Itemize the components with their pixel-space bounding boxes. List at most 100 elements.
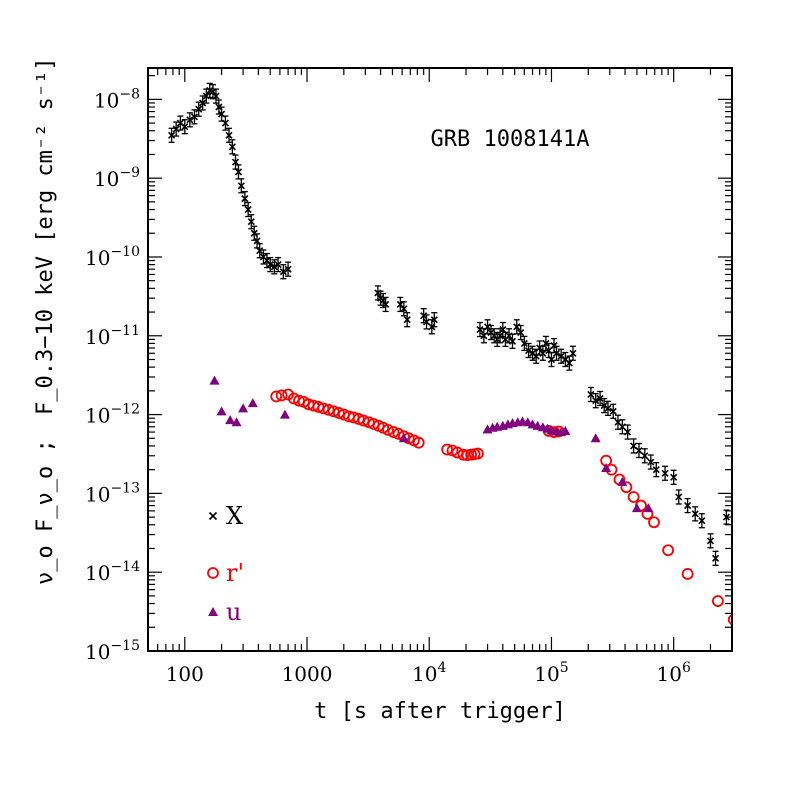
data-point: [711, 550, 720, 566]
data-point: [221, 115, 229, 131]
data-point: [493, 331, 501, 348]
data-point: [270, 259, 278, 275]
data-point: [172, 121, 180, 137]
x-tick-label: 106: [656, 660, 690, 686]
data-point: [517, 324, 525, 341]
data-point: [609, 403, 617, 419]
y-axis-title-right: F_0.3−10 keV [erg cm⁻² s⁻¹]: [33, 57, 58, 415]
y-axis-tick-labels: 10−8 10−9 10−10 10−11 10−12 10−13 10−14 10−15: [85, 86, 140, 664]
data-point: [624, 424, 632, 440]
data-point: [244, 201, 252, 218]
data-point: [620, 481, 633, 494]
x-tick-label: 104: [412, 660, 446, 686]
data-point: [212, 88, 220, 104]
data-point: [487, 324, 495, 341]
data-point: [539, 345, 547, 361]
data-point: [237, 178, 245, 194]
data-point: [190, 109, 199, 125]
data-point: [592, 393, 600, 409]
data-point: [181, 119, 189, 135]
y-tick-label: 10−12: [85, 402, 140, 428]
data-point: [420, 308, 428, 324]
legend-label: u: [226, 598, 241, 626]
data-point: [601, 462, 612, 472]
data-point: [209, 375, 220, 385]
data-point: [347, 411, 360, 424]
data-point: [382, 423, 394, 436]
legend-item: u: [208, 598, 241, 626]
data-point: [400, 301, 408, 317]
data-point: [332, 407, 345, 419]
data-point: [231, 417, 242, 427]
data-point: [382, 296, 390, 313]
data-point: [587, 386, 595, 403]
data-point: [532, 348, 540, 364]
data-point: [253, 233, 261, 249]
y-axis-title-left: ν_o F_ν_o ;: [33, 439, 58, 585]
data-point: [247, 398, 258, 408]
data-point: [698, 513, 706, 529]
data-series: [168, 82, 732, 626]
data-point: [662, 544, 674, 557]
legend: Xr' u: [207, 502, 244, 626]
data-point: [635, 442, 643, 459]
data-point: [225, 127, 233, 143]
data-point: [561, 351, 569, 368]
data-point: [266, 256, 274, 273]
legend-item: r': [207, 559, 244, 587]
data-point: [727, 614, 732, 626]
data-point: [565, 355, 573, 371]
y-tick-label: 10−13: [85, 480, 140, 506]
data-point: [270, 390, 283, 403]
data-point: [322, 403, 335, 416]
data-point: [228, 139, 236, 155]
data-point: [357, 414, 370, 427]
data-point: [403, 312, 411, 328]
data-point: [547, 351, 556, 368]
data-point: [234, 164, 243, 180]
data-point: [422, 314, 431, 330]
legend-marker: [208, 511, 218, 521]
data-point: [648, 516, 660, 529]
data-point: [259, 249, 268, 265]
y-tick-label: 10−8: [94, 86, 140, 112]
data-point: [327, 405, 340, 418]
x-tick-label: 105: [534, 660, 568, 686]
data-point: [279, 409, 290, 419]
y-axis-title: F_0.3−10 keV [erg cm⁻² s⁻¹] ν_o F_ν_o ;: [33, 57, 58, 585]
data-point: [412, 436, 425, 449]
x-axis-title: t [s after trigger]: [314, 699, 566, 724]
data-point: [652, 462, 660, 478]
data-point: [675, 489, 683, 505]
data-point: [590, 433, 601, 443]
legend-label: r': [226, 559, 244, 587]
data-point: [569, 345, 577, 361]
data-point: [691, 506, 699, 522]
data-point: [186, 112, 194, 128]
y-tick-label: 10−14: [85, 559, 140, 585]
series-1: [270, 388, 732, 626]
series-2: [209, 375, 654, 513]
data-point: [225, 415, 236, 425]
data-point: [618, 419, 626, 435]
data-point: [241, 190, 249, 207]
data-point: [367, 418, 380, 430]
data-point: [476, 321, 484, 338]
data-point: [643, 503, 654, 513]
data-point: [560, 425, 571, 435]
data-point: [430, 312, 438, 328]
data-point: [392, 427, 405, 440]
data-point: [670, 469, 678, 485]
x-tick-label: 100: [166, 662, 204, 686]
series-0: [168, 82, 730, 566]
data-point: [471, 447, 484, 460]
legend-label: X: [226, 502, 243, 530]
data-point: [641, 448, 649, 464]
data-point: [398, 433, 409, 443]
grb-annotation: GRB 1008141A: [431, 127, 590, 152]
data-point: [284, 261, 292, 277]
data-point: [216, 406, 227, 416]
data-point: [505, 328, 513, 344]
data-point: [627, 491, 640, 503]
